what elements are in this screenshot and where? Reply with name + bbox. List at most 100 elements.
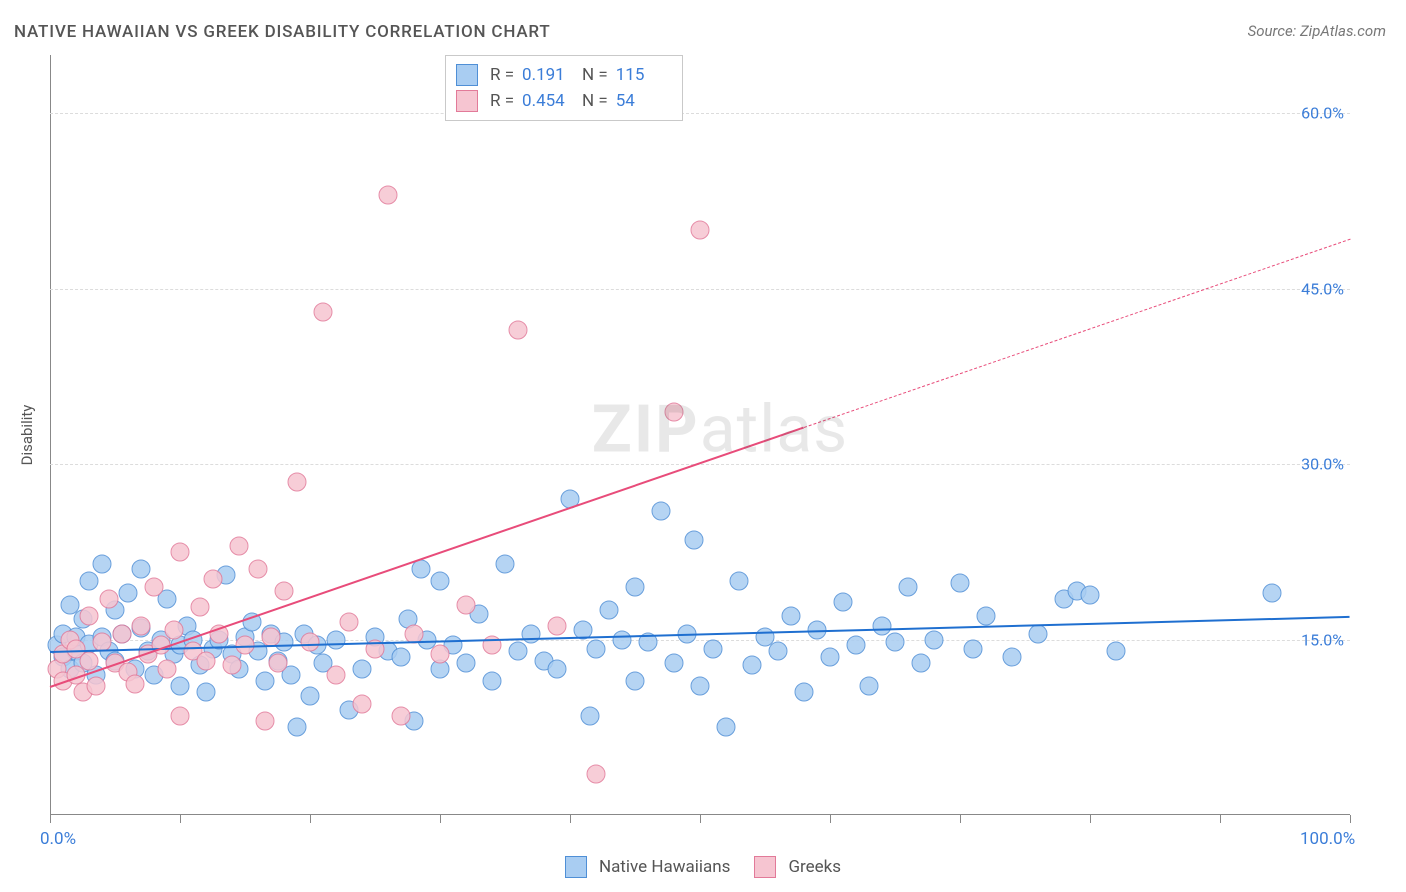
data-point xyxy=(392,648,411,667)
x-tick xyxy=(570,815,571,823)
legend-bottom: Native Hawaiians Greeks xyxy=(0,856,1406,878)
data-point xyxy=(704,639,723,658)
data-point xyxy=(899,578,918,597)
data-point xyxy=(483,671,502,690)
data-point xyxy=(80,607,99,626)
stat-r-value: 0.191 xyxy=(522,62,574,88)
data-point xyxy=(684,531,703,550)
data-point xyxy=(190,597,209,616)
y-tick-label: 60.0% xyxy=(1301,104,1344,123)
x-tick xyxy=(310,815,311,823)
data-point xyxy=(730,572,749,591)
data-point xyxy=(665,654,684,673)
data-point xyxy=(548,659,567,678)
data-point xyxy=(249,560,268,579)
source-label: Source: ZipAtlas.com xyxy=(1248,22,1386,40)
data-point xyxy=(99,589,118,608)
x-tick xyxy=(180,815,181,823)
legend-item: Native Hawaiians xyxy=(559,856,737,876)
legend-label: Native Hawaiians xyxy=(599,857,731,877)
data-point xyxy=(457,595,476,614)
x-tick xyxy=(50,815,51,823)
x-axis-label: 0.0% xyxy=(40,829,76,849)
data-point xyxy=(613,630,632,649)
data-point xyxy=(125,675,144,694)
data-point xyxy=(1029,624,1048,643)
data-point xyxy=(457,654,476,673)
data-point xyxy=(255,671,274,690)
stat-n-label: N = xyxy=(582,62,608,88)
data-point xyxy=(223,656,242,675)
data-point xyxy=(769,642,788,661)
data-point xyxy=(275,581,294,600)
data-point xyxy=(951,574,970,593)
data-point xyxy=(327,665,346,684)
legend-swatch xyxy=(456,90,478,112)
data-point xyxy=(327,630,346,649)
data-point xyxy=(112,624,131,643)
data-point xyxy=(203,569,222,588)
grid-line xyxy=(50,113,1350,114)
data-point xyxy=(197,683,216,702)
data-point xyxy=(119,583,138,602)
legend-swatch xyxy=(565,856,587,878)
data-point xyxy=(288,718,307,737)
stat-n-value: 54 xyxy=(616,88,668,114)
stat-r-value: 0.454 xyxy=(522,88,574,114)
data-point xyxy=(1003,648,1022,667)
data-point xyxy=(353,659,372,678)
data-point xyxy=(164,621,183,640)
data-point xyxy=(93,554,112,573)
legend-swatch xyxy=(456,64,478,86)
data-point xyxy=(379,186,398,205)
data-point xyxy=(548,616,567,635)
data-point xyxy=(691,221,710,240)
grid-line xyxy=(50,464,1350,465)
data-point xyxy=(977,607,996,626)
x-axis-label: 100.0% xyxy=(1300,829,1355,849)
data-point xyxy=(821,648,840,667)
data-point xyxy=(587,765,606,784)
x-tick xyxy=(1090,815,1091,823)
data-point xyxy=(717,718,736,737)
data-point xyxy=(255,712,274,731)
y-axis-title: Disability xyxy=(18,405,36,466)
data-point xyxy=(158,659,177,678)
data-point xyxy=(834,593,853,612)
data-point xyxy=(353,694,372,713)
x-tick xyxy=(1350,815,1351,823)
legend-label: Greeks xyxy=(788,857,841,877)
data-point xyxy=(925,630,944,649)
data-point xyxy=(392,706,411,725)
chart-title: NATIVE HAWAIIAN VS GREEK DISABILITY CORR… xyxy=(14,22,550,42)
data-point xyxy=(626,578,645,597)
data-point xyxy=(145,578,164,597)
data-point xyxy=(691,677,710,696)
data-point xyxy=(314,303,333,322)
data-point xyxy=(496,554,515,573)
data-point xyxy=(171,677,190,696)
data-point xyxy=(743,656,762,675)
x-tick xyxy=(1220,815,1221,823)
stat-r-label: R = xyxy=(490,62,514,88)
data-point xyxy=(431,644,450,663)
data-point xyxy=(132,616,151,635)
legend-item: Greeks xyxy=(748,856,847,876)
data-point xyxy=(1263,583,1282,602)
data-point xyxy=(509,642,528,661)
data-point xyxy=(912,654,931,673)
data-point xyxy=(132,560,151,579)
data-point xyxy=(171,706,190,725)
x-tick xyxy=(440,815,441,823)
trend-line xyxy=(804,239,1350,428)
data-point xyxy=(847,636,866,655)
data-point xyxy=(795,683,814,702)
data-point xyxy=(340,613,359,632)
data-point xyxy=(522,624,541,643)
stats-row: R =0.454N =54 xyxy=(456,88,668,114)
data-point xyxy=(268,654,287,673)
x-tick xyxy=(830,815,831,823)
data-point xyxy=(229,537,248,556)
data-point xyxy=(665,402,684,421)
y-axis xyxy=(50,55,51,815)
